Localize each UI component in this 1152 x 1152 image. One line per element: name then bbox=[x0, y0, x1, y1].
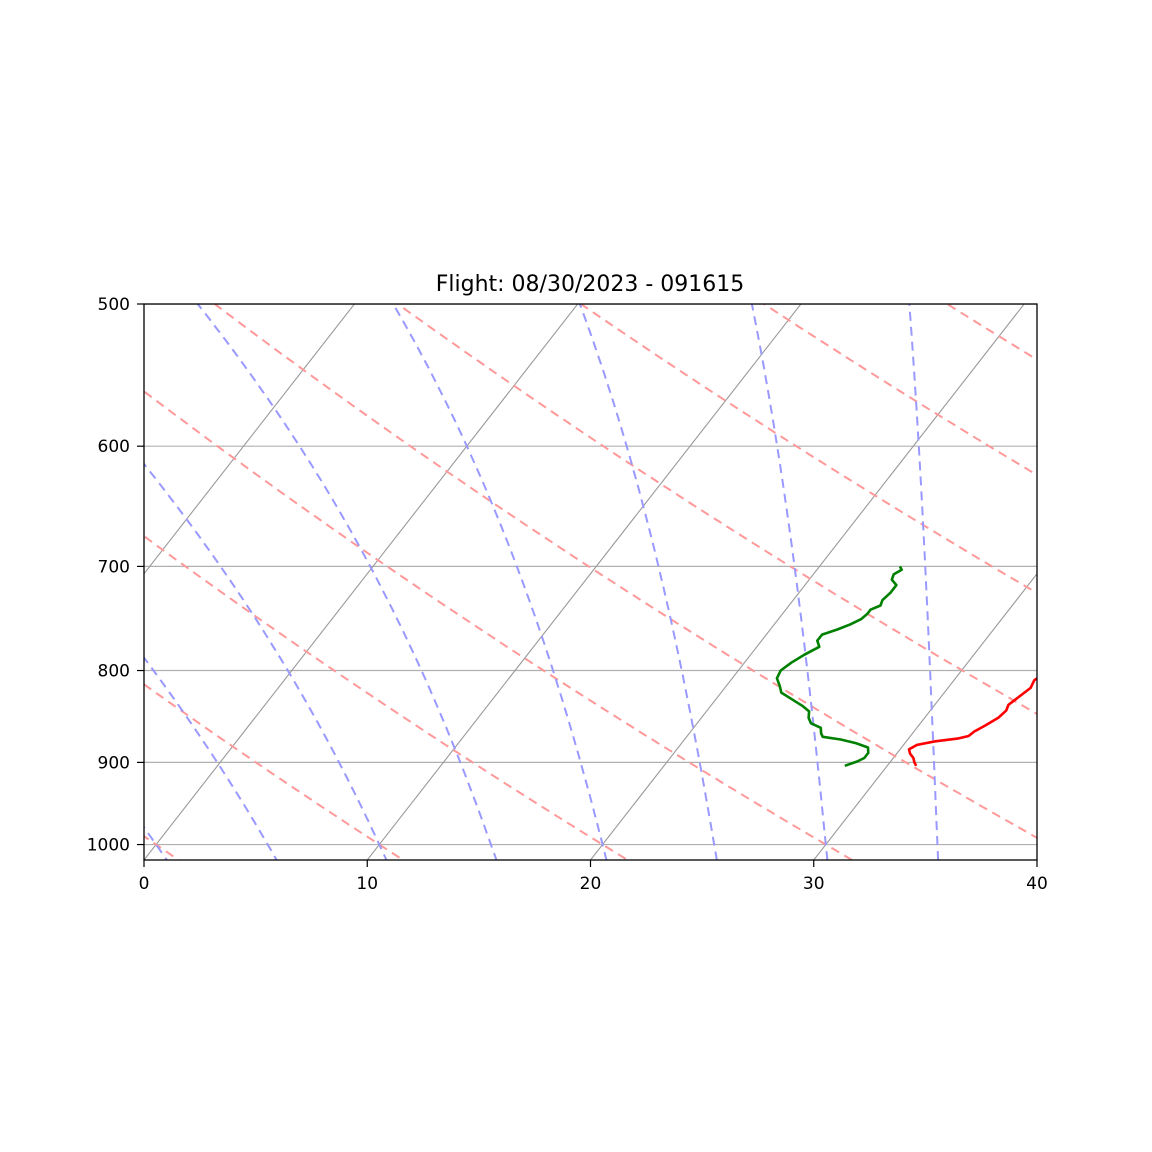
moist-adiabat-line bbox=[0, 272, 81, 890]
x-tick-label: 40 bbox=[1026, 874, 1048, 894]
x-tick-label: 20 bbox=[580, 874, 602, 894]
isotherm-line bbox=[144, 304, 579, 860]
plot-frame bbox=[143, 303, 1038, 861]
y-tick-label: 800 bbox=[98, 662, 130, 682]
chart-title: Flight: 08/30/2023 - 091615 bbox=[436, 272, 745, 297]
dry-adiabat-line bbox=[144, 390, 855, 860]
isotherm-line bbox=[0, 272, 156, 890]
y-tick-label: 700 bbox=[98, 557, 130, 577]
axes: 0 10 20 30 40 500 600 700 800 900 1000 bbox=[87, 295, 1048, 894]
temperature-profile-line bbox=[907, 676, 1037, 767]
isotherm-line bbox=[366, 304, 802, 860]
moist-adiabat-line bbox=[144, 656, 278, 860]
moist-adiabat-line bbox=[750, 304, 829, 860]
plot-area bbox=[0, 272, 1152, 890]
dry-adiabat-line bbox=[579, 304, 1037, 595]
moist-adiabat-line bbox=[144, 462, 388, 860]
y-tick-label: 600 bbox=[98, 437, 130, 457]
moist-adiabat-line bbox=[578, 304, 718, 860]
x-tick-label: 0 bbox=[139, 874, 150, 894]
isotherm-line bbox=[1036, 859, 1037, 860]
dry-adiabat-line bbox=[144, 683, 405, 860]
dry-adiabat-line bbox=[762, 304, 1037, 477]
dry-adiabat-line bbox=[144, 534, 630, 860]
dry-adiabat-line bbox=[213, 304, 1037, 839]
dry-adiabat-line bbox=[396, 304, 1037, 716]
moist-adiabat-line bbox=[144, 825, 169, 860]
moist-adiabat-line bbox=[196, 304, 498, 860]
moist-adiabat-line bbox=[392, 304, 608, 860]
isotherm-line bbox=[589, 304, 1025, 860]
isotherm-line bbox=[813, 572, 1037, 860]
moist-adiabat-line bbox=[908, 304, 940, 860]
dewpoint-profile-line bbox=[775, 565, 904, 768]
isotherm-line bbox=[144, 304, 356, 575]
dry-adiabat-line bbox=[1078, 272, 1152, 890]
y-tick-label: 900 bbox=[98, 753, 130, 773]
x-tick-label: 10 bbox=[356, 874, 378, 894]
y-tick-label: 1000 bbox=[87, 836, 130, 856]
y-tick-label: 500 bbox=[98, 295, 130, 315]
dry-adiabat-line bbox=[144, 835, 181, 860]
x-tick-label: 30 bbox=[803, 874, 825, 894]
